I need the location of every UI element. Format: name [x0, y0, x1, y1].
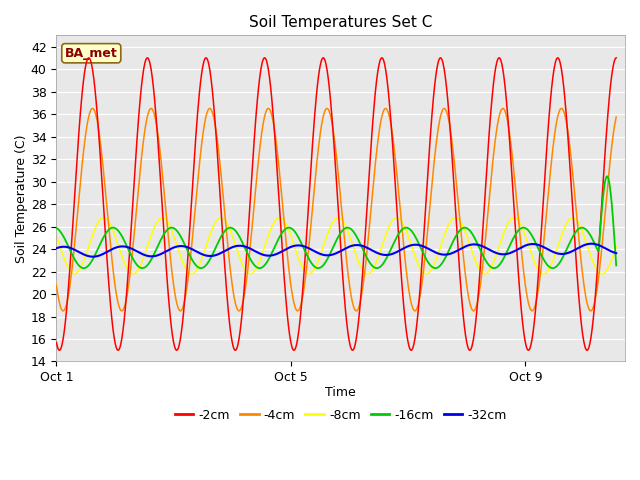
- Text: BA_met: BA_met: [65, 47, 118, 60]
- Y-axis label: Soil Temperature (C): Soil Temperature (C): [15, 134, 28, 263]
- Legend: -2cm, -4cm, -8cm, -16cm, -32cm: -2cm, -4cm, -8cm, -16cm, -32cm: [170, 404, 512, 427]
- X-axis label: Time: Time: [325, 385, 356, 398]
- Title: Soil Temperatures Set C: Soil Temperatures Set C: [249, 15, 433, 30]
